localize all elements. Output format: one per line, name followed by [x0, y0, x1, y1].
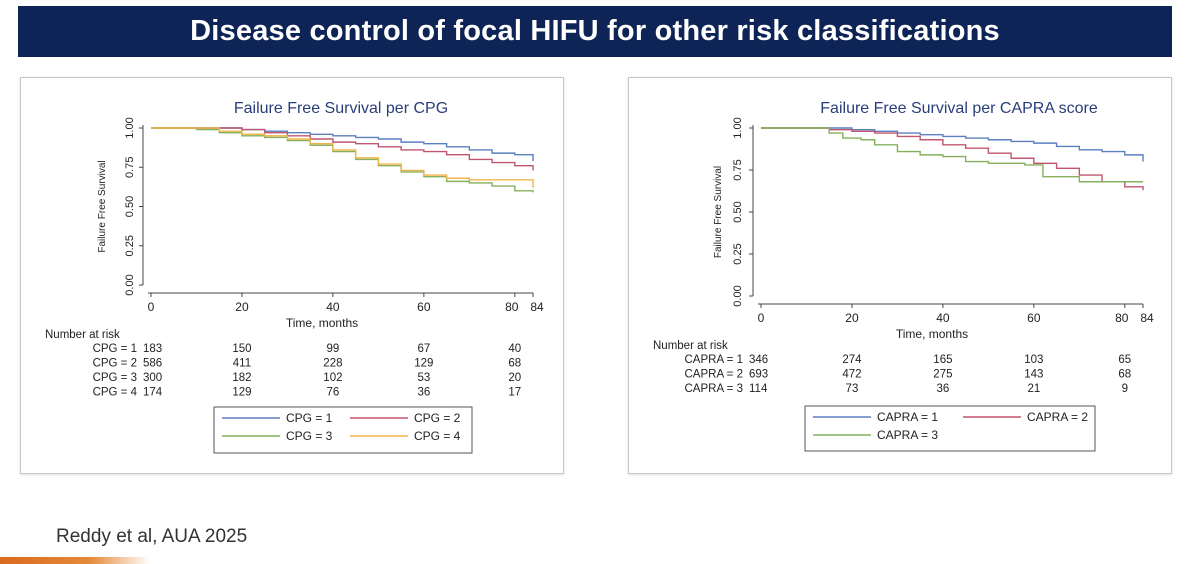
risk-cell: 73 [846, 383, 859, 395]
series-line-cpg-4 [151, 127, 534, 188]
risk-cell: 20 [508, 372, 521, 384]
chart-panel-capra: Failure Free Survival per CAPRA score 0.0… [628, 77, 1172, 474]
risk-cell: 9 [1122, 383, 1128, 395]
risk-row-label: CPG = 4 [93, 387, 138, 399]
legend-label: CPG = 2 [414, 411, 461, 425]
accent-bar [0, 557, 150, 564]
risk-cell: 40 [508, 343, 521, 355]
risk-cell: 65 [1118, 354, 1131, 366]
cpg-survival-chart: Failure Free Survival per CPG 0.00 0.25 0.5… [45, 100, 544, 454]
risk-table-header: Number at risk [653, 340, 728, 352]
x-axis-label: Time, months [286, 316, 358, 330]
risk-cell: 174 [143, 387, 163, 399]
x-tick-label: 84 [530, 300, 544, 314]
chart-title: Failure Free Survival per CAPRA score [820, 100, 1098, 117]
risk-cell: 300 [143, 372, 162, 384]
x-tick-label: 40 [326, 300, 340, 314]
series-line-cpg-3 [151, 127, 534, 193]
capra-survival-chart: Failure Free Survival per CAPRA score 0.0… [653, 100, 1154, 452]
risk-cell: 274 [842, 354, 862, 366]
risk-cell: 472 [842, 369, 861, 381]
legend-label: CAPRA = 1 [877, 410, 938, 424]
risk-cell: 346 [749, 354, 768, 366]
y-axis-label: Failure Free Survival [713, 166, 724, 258]
risk-cell: 102 [323, 372, 342, 384]
y-tick-label: 0.25 [732, 243, 744, 264]
y-tick-label: 0.50 [732, 201, 744, 222]
legend-label: CPG = 3 [286, 429, 333, 443]
risk-cell: 165 [933, 354, 952, 366]
series-line-cpg-2 [151, 127, 534, 171]
legend-label: CPG = 1 [286, 411, 333, 425]
risk-cell: 129 [414, 358, 433, 370]
y-tick-label: 0.00 [124, 274, 136, 295]
y-tick-label: 0.75 [732, 159, 744, 180]
risk-cell: 182 [232, 372, 251, 384]
risk-cell: 68 [1118, 369, 1131, 381]
risk-cell: 21 [1027, 383, 1040, 395]
chart-panel-cpg: Failure Free Survival per CPG 0.00 0.25 0.5… [20, 77, 564, 474]
risk-cell: 36 [937, 383, 950, 395]
series-line-capra-2 [761, 127, 1144, 191]
risk-table-header: Number at risk [45, 329, 120, 341]
x-tick-label: 0 [758, 311, 765, 325]
x-tick-label: 20 [845, 311, 859, 325]
risk-cell: 36 [417, 387, 430, 399]
risk-cell: 183 [143, 343, 162, 355]
risk-cell: 228 [323, 358, 342, 370]
risk-cell: 143 [1024, 369, 1043, 381]
legend-label: CAPRA = 2 [1027, 410, 1088, 424]
y-axis-label: Failure Free Survival [97, 160, 108, 252]
risk-cell: 17 [508, 387, 521, 399]
risk-cell: 586 [143, 358, 162, 370]
risk-row-label: CAPRA = 3 [685, 383, 744, 395]
legend-label: CAPRA = 3 [877, 428, 938, 442]
y-tick-label: 1.00 [732, 117, 744, 138]
x-tick-label: 20 [235, 300, 249, 314]
series-line-capra-3 [761, 127, 1143, 183]
legend-label: CPG = 4 [414, 429, 461, 443]
series-line-cpg-1 [151, 127, 534, 161]
legend-box [213, 406, 473, 454]
x-tick-label: 80 [505, 300, 519, 314]
y-tick-label: 0.75 [124, 157, 136, 178]
y-tick-label: 0.25 [124, 235, 136, 256]
risk-cell: 411 [233, 358, 251, 370]
risk-cell: 114 [749, 383, 768, 395]
risk-row-label: CAPRA = 2 [685, 369, 744, 381]
y-tick-label: 1.00 [124, 117, 136, 138]
risk-cell: 103 [1024, 354, 1043, 366]
risk-row-label: CPG = 3 [93, 372, 137, 384]
risk-row-label: CPG = 2 [93, 358, 137, 370]
risk-cell: 129 [232, 387, 251, 399]
citation: Reddy et al, AUA 2025 [56, 526, 248, 547]
slide-title: Disease control of focal HIFU for other … [190, 15, 1000, 47]
chart-title: Failure Free Survival per CPG [234, 100, 448, 117]
risk-cell: 76 [327, 387, 340, 399]
legend-box [804, 405, 1096, 452]
x-tick-label: 60 [1027, 311, 1041, 325]
title-banner: Disease control of focal HIFU for other … [18, 6, 1172, 57]
x-tick-label: 84 [1140, 311, 1154, 325]
risk-row-label: CAPRA = 1 [685, 354, 744, 366]
risk-cell: 53 [417, 372, 430, 384]
risk-cell: 693 [749, 369, 768, 381]
x-tick-label: 0 [148, 300, 155, 314]
risk-cell: 150 [232, 343, 251, 355]
x-tick-label: 40 [936, 311, 950, 325]
x-axis-label: Time, months [896, 327, 968, 341]
x-tick-label: 60 [417, 300, 431, 314]
risk-cell: 67 [417, 343, 430, 355]
risk-cell: 99 [327, 343, 340, 355]
y-tick-label: 0.00 [732, 285, 744, 306]
risk-row-label: CPG = 1 [93, 343, 137, 355]
y-tick-label: 0.50 [124, 196, 136, 217]
risk-cell: 275 [933, 369, 952, 381]
x-tick-label: 80 [1115, 311, 1129, 325]
risk-cell: 68 [508, 358, 521, 370]
